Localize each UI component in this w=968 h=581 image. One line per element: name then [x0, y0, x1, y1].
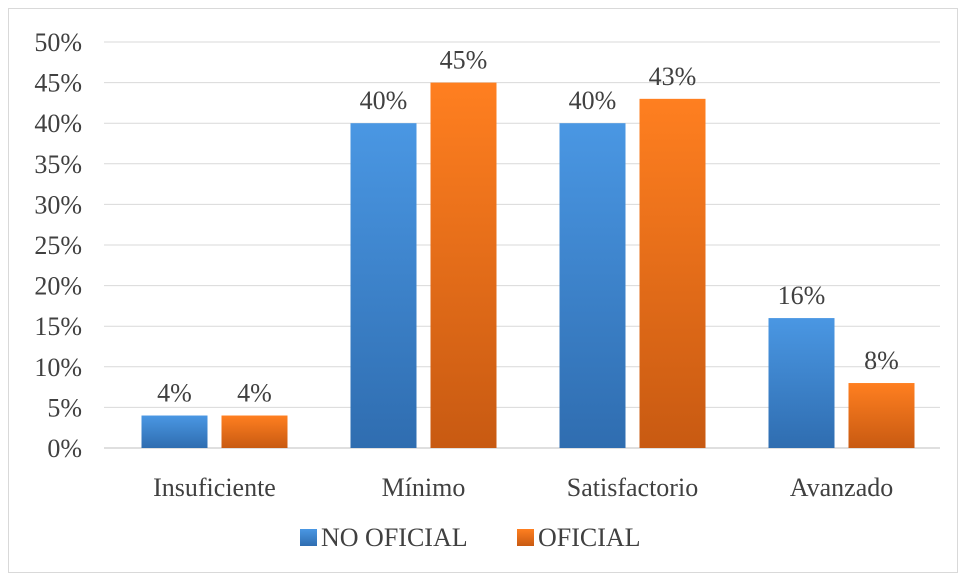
- y-tick-label: 45%: [34, 69, 82, 98]
- bars: [141, 82, 915, 448]
- y-axis-ticks: 0% 5% 10% 15% 20% 25% 30% 35% 40% 45% 50%: [34, 28, 82, 463]
- data-label: 40%: [569, 86, 617, 115]
- y-tick-label: 0%: [47, 434, 82, 463]
- data-label: 43%: [649, 62, 697, 91]
- y-tick-label: 50%: [34, 28, 82, 57]
- data-label: 16%: [778, 281, 826, 310]
- data-labels: 4% 4% 40% 45% 40% 43% 16% 8%: [157, 46, 899, 408]
- y-tick-label: 30%: [34, 190, 82, 219]
- legend-swatch: [300, 529, 317, 546]
- bar-no-oficial: [141, 415, 208, 448]
- y-tick-label: 20%: [34, 272, 82, 301]
- y-tick-label: 10%: [34, 353, 82, 382]
- bar-oficial: [221, 415, 288, 448]
- y-tick-label: 35%: [34, 150, 82, 179]
- category-label: Satisfactorio: [567, 473, 698, 502]
- y-tick-label: 5%: [47, 393, 82, 422]
- category-label: Mínimo: [382, 473, 466, 502]
- data-label: 8%: [864, 346, 899, 375]
- data-label: 4%: [157, 379, 192, 408]
- bar-oficial: [430, 82, 497, 448]
- legend: NO OFICIAL OFICIAL: [300, 523, 641, 552]
- x-axis-categories: Insuficiente Mínimo Satisfactorio Avanzado: [153, 473, 893, 502]
- bar-no-oficial: [768, 318, 835, 448]
- legend-label: OFICIAL: [538, 523, 641, 552]
- legend-swatch: [517, 529, 534, 546]
- legend-label: NO OFICIAL: [321, 523, 468, 552]
- y-tick-label: 40%: [34, 109, 82, 138]
- y-tick-label: 25%: [34, 231, 82, 260]
- data-label: 40%: [360, 86, 408, 115]
- category-label: Avanzado: [790, 473, 893, 502]
- y-tick-label: 15%: [34, 312, 82, 341]
- bar-no-oficial: [350, 123, 417, 448]
- category-label: Insuficiente: [153, 473, 276, 502]
- bar-oficial: [639, 98, 706, 448]
- bar-no-oficial: [559, 123, 626, 448]
- data-label: 45%: [440, 46, 488, 75]
- bar-oficial: [848, 383, 915, 448]
- data-label: 4%: [237, 379, 272, 408]
